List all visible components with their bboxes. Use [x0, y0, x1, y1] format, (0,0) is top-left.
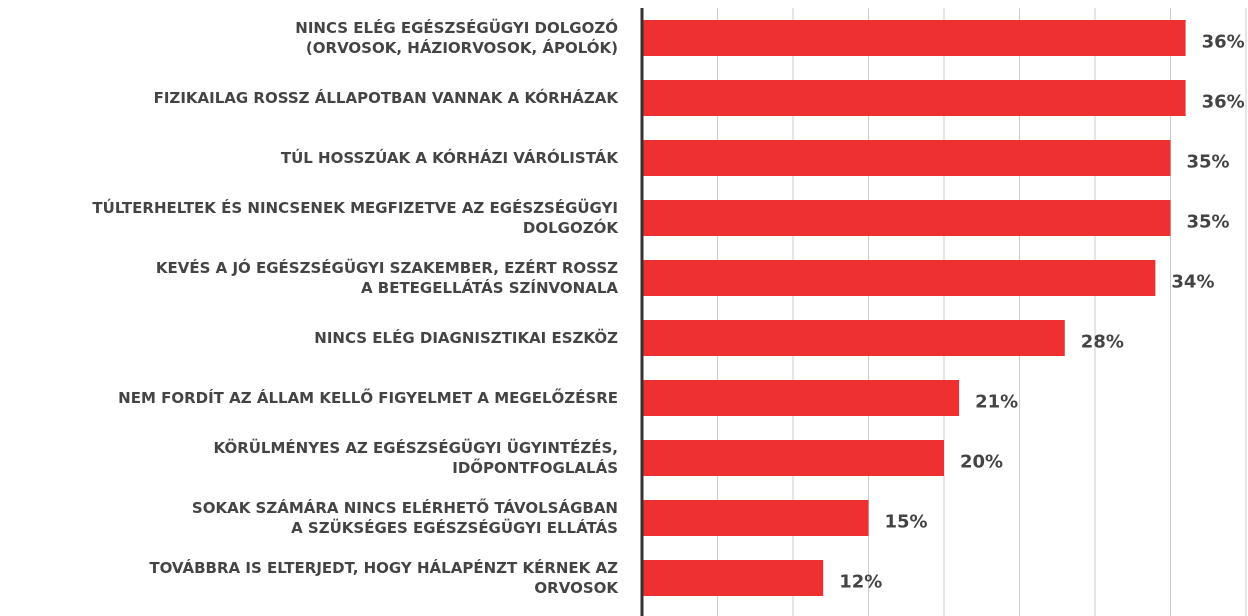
bar — [642, 440, 944, 476]
category-label: FIZIKAILAG ROSSZ ÁLLAPOTBAN VANNAK A KÓR… — [153, 89, 618, 107]
value-label: 12% — [839, 571, 883, 593]
value-label: 21% — [975, 391, 1019, 413]
value-label: 28% — [1080, 331, 1124, 353]
bar — [642, 560, 824, 596]
bar — [642, 20, 1186, 56]
category-label: TÚL HOSSZÚAK A KÓRHÁZI VÁRÓLISTÁK — [280, 149, 618, 167]
category-label: KEVÉS A JÓ EGÉSZSÉGÜGYI SZAKEMBER, EZÉRT… — [155, 259, 618, 297]
bar — [642, 500, 869, 536]
bar — [642, 260, 1156, 296]
value-label: 20% — [960, 451, 1004, 473]
bar — [642, 200, 1171, 236]
bar — [642, 140, 1171, 176]
value-label: 35% — [1186, 151, 1230, 173]
value-label: 34% — [1171, 271, 1215, 293]
value-label: 15% — [884, 511, 928, 533]
value-label: 36% — [1201, 91, 1245, 113]
category-label: NEM FORDÍT AZ ÁLLAM KELLŐ FIGYELMET A ME… — [118, 389, 618, 407]
category-label: TOVÁBBRA IS ELTERJEDT, HOGY HÁLAPÉNZT KÉ… — [149, 559, 618, 597]
bar — [642, 380, 960, 416]
category-label: TÚLTERHELTEK ÉS NINCSENEK MEGFIZETVE AZ … — [92, 199, 618, 237]
category-label: SOKAK SZÁMÁRA NINCS ELÉRHETŐ TÁVOLSÁGBAN… — [191, 499, 618, 537]
value-label: 35% — [1186, 211, 1230, 233]
bar — [642, 320, 1065, 356]
category-label: NINCS ELÉG DIAGNISZTIKAI ESZKÖZ — [314, 329, 618, 347]
value-label: 36% — [1201, 31, 1245, 53]
category-label: KÖRÜLMÉNYES AZ EGÉSZSÉGÜGYI ÜGYINTÉZÉS, … — [213, 439, 619, 477]
category-label: NINCS ELÉG EGÉSZSÉGÜGYI DOLGOZÓ (ORVOSOK… — [295, 19, 618, 57]
bar — [642, 80, 1186, 116]
